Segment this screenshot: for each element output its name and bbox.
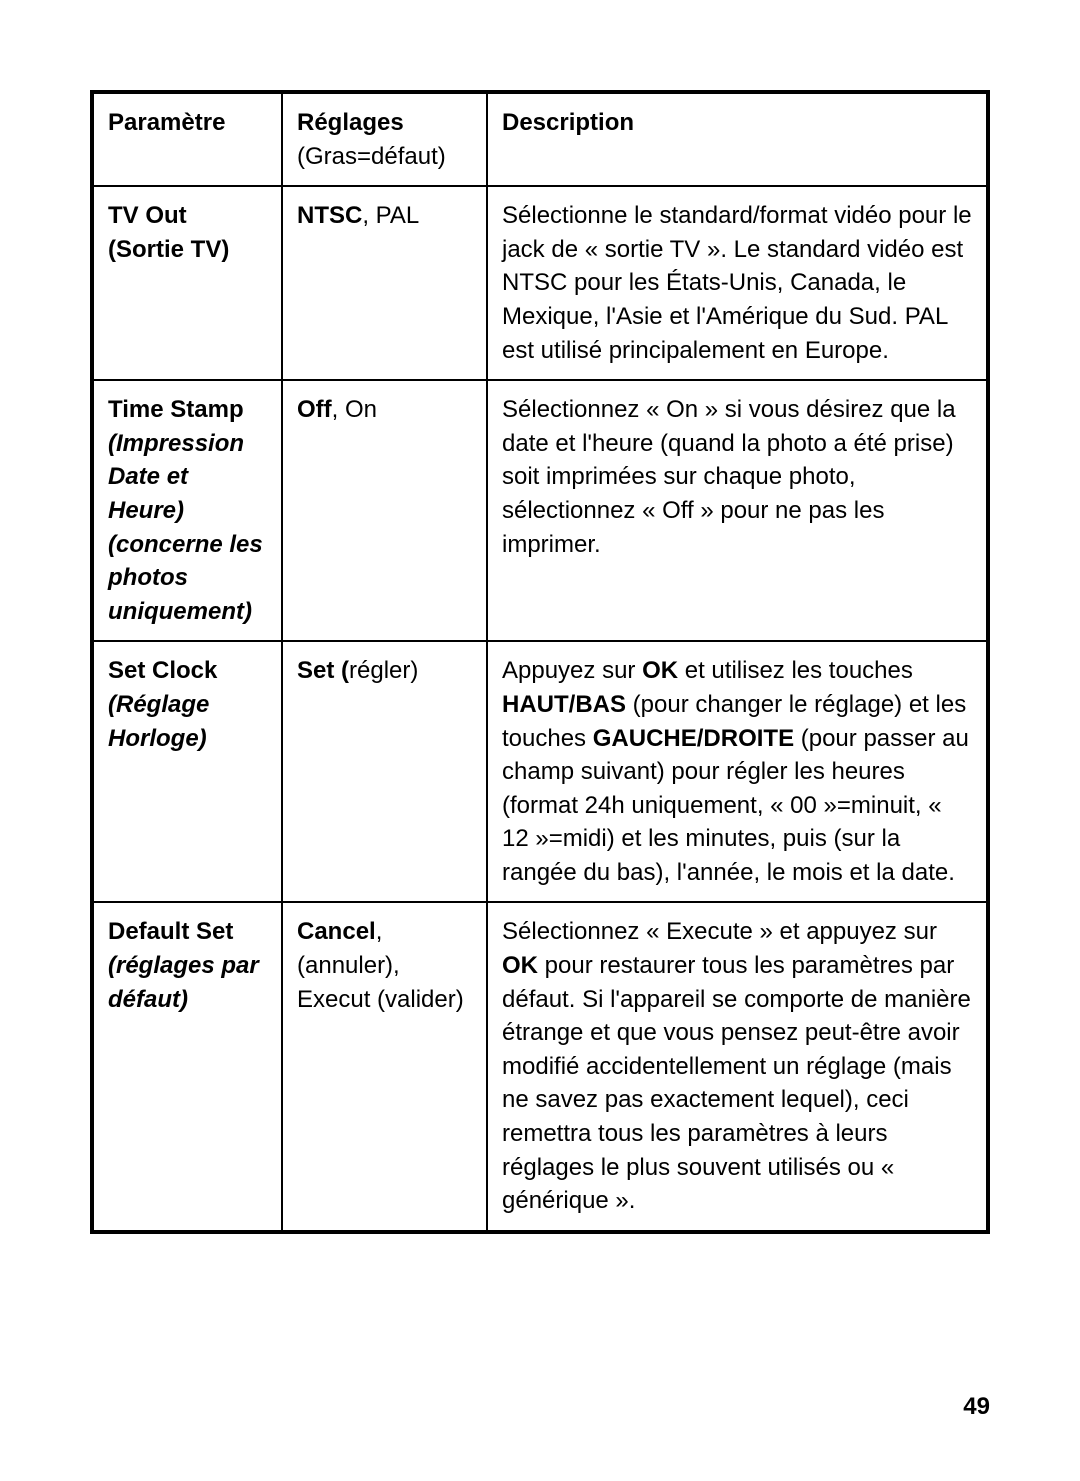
page-number: 49: [963, 1393, 990, 1421]
description-part: Sélectionnez « On » si vous désirez que …: [502, 396, 956, 557]
table-header-row: Paramètre Réglages (Gras=défaut) Descrip…: [92, 92, 988, 186]
table-row: TV Out(Sortie TV)NTSC, PALSélectionne le…: [92, 186, 988, 380]
settings-rest: , PAL: [362, 202, 419, 229]
table-row: Time Stamp (Impression Date et Heure) (co…: [92, 380, 988, 641]
param-name: Set Clock: [108, 657, 217, 684]
description-part: et utilisez les touches: [678, 657, 913, 684]
param-italic: (Impression Date et Heure) (concerne les…: [108, 430, 263, 625]
description-cell: Sélectionne le standard/format vidéo pou…: [487, 186, 988, 380]
settings-cell: NTSC, PAL: [282, 186, 487, 380]
param-italic: (réglages par défaut): [108, 952, 259, 1013]
description-part: OK: [502, 952, 538, 979]
header-col1-text: Paramètre: [108, 109, 225, 136]
description-part: Sélectionne le standard/format vidéo pou…: [502, 202, 972, 363]
param-name: Default Set: [108, 918, 233, 945]
description-part: GAUCHE/DROITE: [593, 725, 794, 752]
header-col3-text: Description: [502, 109, 634, 136]
param-sub: (Sortie TV): [108, 236, 229, 263]
table-row: Default Set (réglages par défaut) Cancel, …: [92, 902, 988, 1231]
header-settings: Réglages (Gras=défaut): [282, 92, 487, 186]
settings-default: Set (: [297, 657, 349, 684]
settings-table: Paramètre Réglages (Gras=défaut) Descrip…: [90, 90, 990, 1234]
header-parameter: Paramètre: [92, 92, 282, 186]
settings-cell: Cancel, (annuler), Execut (valider): [282, 902, 487, 1231]
param-name: Time Stamp: [108, 396, 244, 423]
table-row: Set Clock(Réglage Horloge)Set (régler)Ap…: [92, 641, 988, 902]
settings-default: Off: [297, 396, 332, 423]
param-italic: (Réglage Horloge): [108, 691, 209, 752]
description-part: Sélectionnez « Execute » et appuyez sur: [502, 918, 937, 945]
description-part: pour restaurer tous les paramètres par d…: [502, 952, 971, 1214]
header-col2-sub: (Gras=défaut): [297, 143, 446, 170]
param-cell: Set Clock (Réglage Horloge): [92, 641, 282, 902]
table-body: TV Out(Sortie TV)NTSC, PALSélectionne le…: [92, 186, 988, 1232]
settings-rest: régler): [349, 657, 418, 684]
header-col2-bold: Réglages: [297, 109, 404, 136]
description-cell: Appuyez sur OK et utilisez les touches H…: [487, 641, 988, 902]
settings-cell: Off, On: [282, 380, 487, 641]
description-part: Appuyez sur: [502, 657, 642, 684]
settings-rest: , On: [332, 396, 377, 423]
settings-default: Cancel: [297, 918, 376, 945]
param-name: TV Out: [108, 202, 187, 229]
description-part: OK: [642, 657, 678, 684]
description-part: HAUT/BAS: [502, 691, 626, 718]
description-cell: Sélectionnez « Execute » et appuyez sur …: [487, 902, 988, 1231]
settings-default: NTSC: [297, 202, 362, 229]
param-cell: Time Stamp (Impression Date et Heure) (co…: [92, 380, 282, 641]
param-cell: Default Set (réglages par défaut): [92, 902, 282, 1231]
param-cell: TV Out (Sortie TV): [92, 186, 282, 380]
settings-cell: Set (régler): [282, 641, 487, 902]
header-description: Description: [487, 92, 988, 186]
description-cell: Sélectionnez « On » si vous désirez que …: [487, 380, 988, 641]
